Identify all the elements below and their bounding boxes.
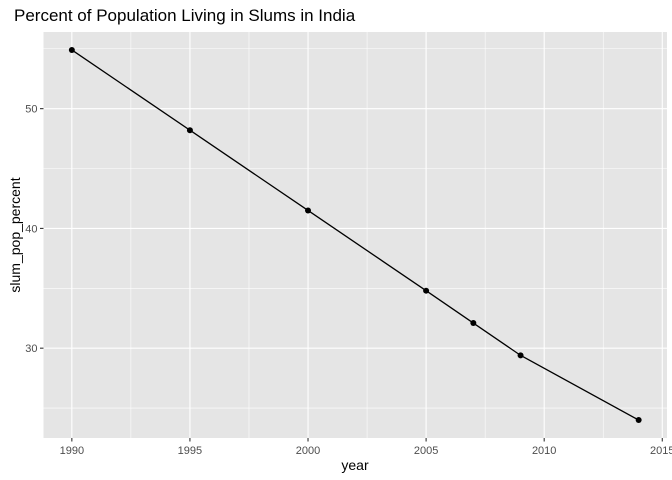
data-point <box>186 127 193 134</box>
x-tick-label: 1995 <box>178 445 202 457</box>
data-point <box>305 207 312 214</box>
y-axis: 30 40 50 <box>25 104 44 355</box>
data-point <box>517 352 524 359</box>
data-point <box>470 320 477 327</box>
x-axis-title: year <box>341 457 369 473</box>
x-tick-label: 2005 <box>414 445 438 457</box>
y-tick-label: 40 <box>25 223 37 235</box>
data-point <box>423 287 430 294</box>
data-point <box>68 46 75 53</box>
minor-gridlines <box>43 32 667 438</box>
x-axis: 1990 1995 2000 2005 2010 2015 <box>60 438 672 457</box>
y-tick-label: 30 <box>25 343 37 355</box>
chart-title: Percent of Population Living in Slums in… <box>14 6 356 25</box>
x-tick-label: 1990 <box>60 445 84 457</box>
data-series <box>68 46 642 424</box>
y-tick-label: 50 <box>25 104 37 116</box>
x-tick-label: 2000 <box>296 445 320 457</box>
plot-panel <box>43 32 667 438</box>
x-tick-label: 2010 <box>532 445 556 457</box>
data-point <box>635 417 642 424</box>
x-tick-label: 2015 <box>650 445 672 457</box>
major-gridlines <box>43 32 667 438</box>
y-axis-title: slum_pop_percent <box>7 177 23 292</box>
